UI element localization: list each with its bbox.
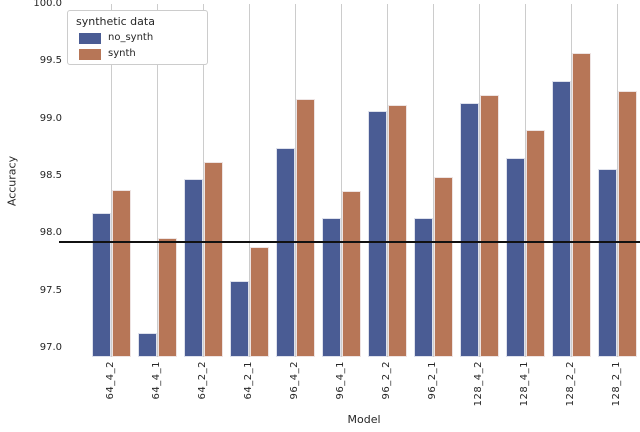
bar-96_4_2-synth [295,99,315,357]
gridline [157,4,158,357]
x-tick-label: 96_2_2 [381,361,392,400]
x-tick-label: 64_4_2 [105,361,116,400]
reference-line [59,241,640,244]
gridline [111,4,112,357]
bar-128_2_2-synth [571,53,591,357]
gridline [249,4,250,357]
x-tick-label: 64_2_2 [197,361,208,400]
x-tick-label: 96_2_1 [427,361,438,400]
bar-64_2_2-synth [203,162,223,357]
x-tick-label: 128_4_1 [519,361,530,407]
x-tick-label: 96_4_1 [335,361,346,400]
bar-96_4_1-no_synth [321,218,341,357]
x-tick-label: 128_2_1 [611,361,622,407]
y-tick-label: 99.0 [39,112,62,124]
bar-96_2_2-synth [387,104,407,357]
bar-64_2_1-synth [249,247,269,357]
bar-64_4_1-no_synth [137,332,157,357]
bar-128_4_2-no_synth [459,102,479,357]
y-tick-label: 99.5 [39,55,62,67]
legend-swatch-no-synth-icon [79,32,101,44]
y-tick-label: 98.5 [39,169,62,181]
bar-96_2_2-no_synth [367,110,387,357]
legend-label-no-synth: no_synth [108,32,154,43]
bar-96_4_2-no_synth [275,148,295,357]
x-axis-title: Model [347,413,381,426]
gridline [341,4,342,357]
bar-96_2_1-synth [433,177,453,357]
bar-128_4_1-no_synth [505,157,525,357]
bar-64_4_2-no_synth [91,212,111,357]
bar-64_4_1-synth [157,237,177,357]
bar-128_4_1-synth [525,130,545,357]
legend-swatch-synth-icon [79,48,101,60]
y-tick-label: 98.0 [39,227,62,239]
legend-title: synthetic data [76,15,155,28]
bar-96_4_1-synth [341,190,361,357]
legend-entry-synth: synth [76,46,199,62]
x-tick-label: 96_4_2 [289,361,300,400]
x-tick-label: 128_2_2 [565,361,576,407]
legend-label-synth: synth [108,48,136,59]
bar-128_4_2-synth [479,94,499,357]
y-tick-label: 100.0 [33,0,62,9]
legend: synthetic data no_synth synth [67,10,208,65]
bar-64_4_2-synth [111,189,131,357]
x-tick-label: 64_4_1 [151,361,162,400]
bar-128_2_1-no_synth [597,169,617,357]
x-tick-label: 64_2_1 [243,361,254,400]
legend-entry-no-synth: no_synth [76,30,199,46]
bar-128_2_2-no_synth [551,80,571,357]
bar-64_2_1-no_synth [229,281,249,357]
y-tick-label: 97.5 [39,284,62,296]
bar-96_2_1-no_synth [413,218,433,357]
x-tick-label: 128_4_2 [473,361,484,407]
bar-64_2_2-no_synth [183,179,203,357]
y-tick-label: 97.0 [39,341,62,353]
bar-128_2_1-synth [617,91,637,357]
